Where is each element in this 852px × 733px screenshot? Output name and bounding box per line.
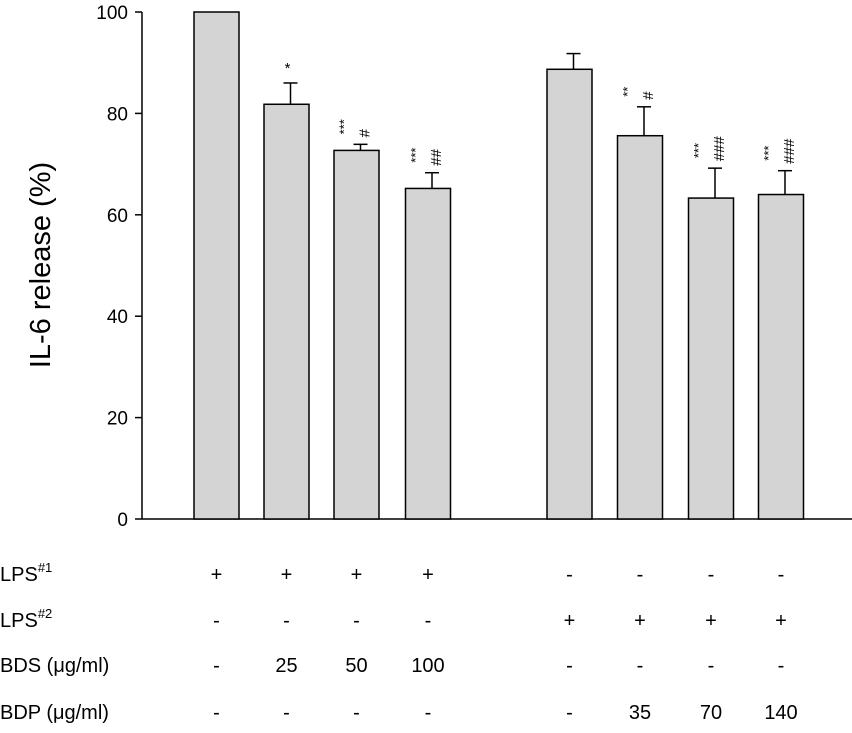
- significance-star: ***: [408, 148, 423, 163]
- bar: [616, 134, 664, 520]
- y-tick-label: 60: [107, 206, 128, 227]
- significance-hash: #: [357, 128, 374, 137]
- condition-value: -: [213, 702, 220, 724]
- significance-star: ***: [337, 119, 352, 134]
- significance-hash: ##: [428, 148, 445, 165]
- condition-value: -: [425, 702, 432, 724]
- condition-value: -: [637, 564, 644, 586]
- bar: [546, 68, 593, 520]
- condition-row-superscript: #2: [38, 606, 52, 621]
- y-tick-label: 0: [117, 510, 128, 531]
- y-tick-label: 20: [107, 409, 128, 430]
- condition-value: -: [778, 655, 785, 677]
- condition-value: -: [566, 702, 573, 724]
- condition-value: -: [353, 702, 360, 724]
- condition-row-label: BDS (μg/ml): [0, 655, 109, 677]
- condition-value: 35: [629, 702, 651, 724]
- condition-value: +: [351, 564, 363, 586]
- condition-value: -: [425, 610, 432, 632]
- condition-value: +: [281, 564, 293, 586]
- condition-value: +: [705, 610, 717, 632]
- condition-value: +: [634, 610, 646, 632]
- bar: [193, 11, 240, 520]
- condition-value: -: [566, 564, 573, 586]
- y-tick-label: 100: [96, 3, 128, 24]
- condition-value: +: [211, 564, 223, 586]
- condition-value: -: [566, 655, 573, 677]
- bar: [757, 193, 805, 520]
- condition-value: -: [637, 655, 644, 677]
- significance-star: ***: [691, 143, 706, 158]
- significance-star: **: [620, 87, 635, 97]
- y-tick-label: 80: [107, 104, 128, 125]
- axes: [141, 12, 852, 520]
- condition-value: 140: [764, 702, 797, 724]
- condition-value: +: [564, 610, 576, 632]
- bar: [404, 187, 452, 520]
- bar: [263, 103, 310, 520]
- bars: **** #*** ##** #*** ### *** ###: [193, 11, 805, 520]
- y-tick-label: 40: [107, 307, 128, 328]
- condition-row-label: LPS#1: [0, 560, 52, 586]
- condition-value: -: [708, 564, 715, 586]
- condition-value: 70: [700, 702, 722, 724]
- significance-hash: #: [640, 91, 657, 100]
- significance-star: ***: [761, 146, 776, 161]
- condition-row-superscript: #1: [38, 560, 52, 575]
- condition-row-label: BDP (μg/ml): [0, 702, 109, 724]
- condition-value: 50: [345, 655, 367, 677]
- y-axis-label: IL-6 release (%): [25, 162, 57, 368]
- condition-value: +: [775, 610, 787, 632]
- condition-value: -: [213, 610, 220, 632]
- y-ticks: 0 20 40 60 80 100: [96, 3, 142, 531]
- condition-value: -: [778, 564, 785, 586]
- condition-value: -: [353, 610, 360, 632]
- condition-row-label: LPS#2: [0, 606, 52, 632]
- condition-value: -: [213, 655, 220, 677]
- condition-value: 100: [411, 655, 444, 677]
- significance-hash: ###: [711, 135, 728, 161]
- condition-value: -: [708, 655, 715, 677]
- significance-hash: ###: [781, 138, 798, 164]
- condition-value: 25: [275, 655, 297, 677]
- bar: [687, 197, 735, 520]
- bar: [333, 149, 380, 520]
- condition-value: +: [422, 564, 434, 586]
- condition-table: LPS#1 + + + + - - - - LPS#2 - - - - + + + + BDS (μg/ml) - 25…: [0, 560, 798, 724]
- condition-value: -: [283, 610, 290, 632]
- significance-star: *: [285, 60, 291, 77]
- condition-value: -: [283, 702, 290, 724]
